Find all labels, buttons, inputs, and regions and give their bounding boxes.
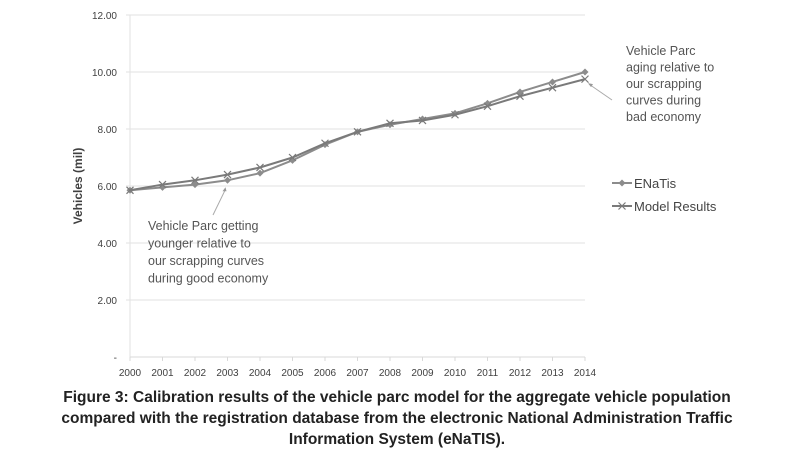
data-point xyxy=(386,119,394,128)
x-tick-label: 2007 xyxy=(346,368,369,379)
annotation-arrow xyxy=(588,83,613,101)
annotation-good-economy: Vehicle Parc getting younger relative to o… xyxy=(148,187,269,286)
data-point xyxy=(548,83,557,92)
data-point xyxy=(451,110,459,119)
data-point xyxy=(353,127,362,136)
legend-label: ENaTis xyxy=(634,176,677,191)
x-axis-ticks: 2000 2001 2002 2003 2004 2005 2006 2007 2008 2009… xyxy=(119,357,597,379)
x-tick-label: 2000 xyxy=(119,368,142,379)
data-point xyxy=(321,139,329,148)
y-tick-label: 2.00 xyxy=(98,296,118,307)
annotation-text-line: Vehicle Parc xyxy=(626,44,695,58)
data-point xyxy=(516,92,524,101)
y-tick-label: 4.00 xyxy=(98,239,118,250)
data-point xyxy=(549,78,556,86)
x-tick-label: 2001 xyxy=(151,368,174,379)
data-point xyxy=(223,170,232,179)
annotation-text-line: curves during xyxy=(626,94,701,108)
data-point xyxy=(256,169,264,177)
caption-line: Information System (eNaTIS). xyxy=(288,431,506,448)
figure-caption: Figure 3: Calibration results of the veh… xyxy=(0,387,794,450)
series-model-results xyxy=(126,75,589,195)
x-tick-label: 2008 xyxy=(379,368,402,379)
legend-marker xyxy=(618,202,626,210)
x-tick-label: 2002 xyxy=(184,368,207,379)
data-point xyxy=(581,75,589,84)
annotation-arrow xyxy=(212,189,226,216)
series-group xyxy=(126,68,589,195)
annotation-text-line: younger relative to xyxy=(148,237,251,251)
legend-marker xyxy=(618,179,626,187)
gridlines xyxy=(126,14,585,301)
y-tick-label: 10.00 xyxy=(92,68,117,79)
x-tick-label: 2010 xyxy=(444,368,467,379)
caption-line: Figure 3: Calibration results of the veh… xyxy=(63,389,731,406)
x-tick-label: 2006 xyxy=(314,368,337,379)
caption-line: compared with the registration database … xyxy=(61,410,733,427)
annotation-text-line: aging relative to xyxy=(626,61,714,75)
annotations: Vehicle Parc getting younger relative to o… xyxy=(148,44,714,286)
data-point xyxy=(191,176,199,185)
annotation-text-line: bad economy xyxy=(626,110,702,124)
y-axis-label: Vehicles (mil) xyxy=(71,148,85,225)
data-point xyxy=(256,163,264,172)
data-point xyxy=(224,176,231,184)
x-tick-label: 2014 xyxy=(574,368,597,379)
annotation-text-line: our scrapping xyxy=(626,77,702,91)
data-point xyxy=(288,153,297,162)
annotation-bad-economy: Vehicle Parc aging relative to our scrappi… xyxy=(588,44,714,124)
annotation-text-line: our scrapping curves xyxy=(148,254,264,268)
data-point xyxy=(418,116,427,125)
x-tick-label: 2009 xyxy=(411,368,434,379)
annotation-text-line: during good economy xyxy=(148,272,269,286)
data-point xyxy=(158,180,167,189)
y-tick-label: 12.00 xyxy=(92,11,117,22)
x-tick-label: 2013 xyxy=(541,368,564,379)
x-tick-label: 2004 xyxy=(249,368,272,379)
x-tick-label: 2011 xyxy=(477,368,499,379)
y-tick-label: - xyxy=(114,353,117,364)
x-tick-label: 2012 xyxy=(509,368,532,379)
data-point xyxy=(483,102,492,111)
arrowhead xyxy=(222,187,227,192)
y-tick-label: 6.00 xyxy=(98,182,118,193)
legend-label: Model Results xyxy=(634,199,717,214)
arrowhead xyxy=(588,83,593,88)
data-point xyxy=(581,68,589,76)
data-point xyxy=(126,186,134,195)
y-axis-ticks: - 2.00 4.00 6.00 8.00 10.00 12.00 xyxy=(92,11,117,364)
y-tick-label: 8.00 xyxy=(98,125,118,136)
legend-item: ENaTis xyxy=(612,176,677,191)
legend: ENaTis Model Results xyxy=(612,176,717,214)
annotation-text-line: Vehicle Parc getting xyxy=(148,219,259,233)
legend-item: Model Results xyxy=(612,199,717,214)
line-chart: - 2.00 4.00 6.00 8.00 10.00 12.00 2000 2001 2002… xyxy=(71,11,717,379)
x-tick-label: 2005 xyxy=(281,368,304,379)
x-tick-label: 2003 xyxy=(216,368,239,379)
